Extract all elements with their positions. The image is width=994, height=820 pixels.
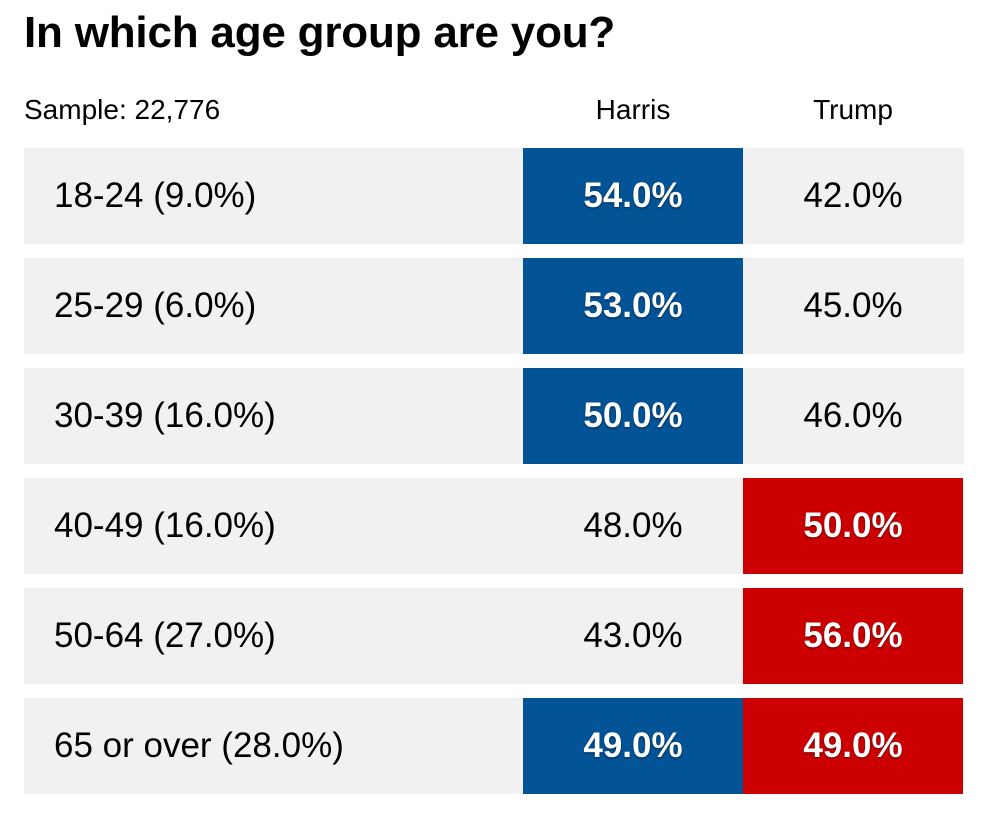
table-row: 40-49 (16.0%) 48.0% 50.0% xyxy=(24,478,964,574)
trump-value-cell: 46.0% xyxy=(803,396,903,435)
age-group-label: 50-64 (27.0%) xyxy=(54,616,276,655)
table-row: 18-24 (9.0%) 54.0% 42.0% xyxy=(24,148,964,244)
age-group-label: 65 or over (28.0%) xyxy=(54,726,344,765)
harris-value-cell: 48.0% xyxy=(583,506,683,545)
trump-value-cell: 56.0% xyxy=(743,588,963,684)
table-row: 25-29 (6.0%) 53.0% 45.0% xyxy=(24,258,964,354)
harris-value-cell: 43.0% xyxy=(583,616,683,655)
trump-value-cell: 45.0% xyxy=(803,286,903,325)
age-group-label: 25-29 (6.0%) xyxy=(54,286,257,325)
column-header-trump: Trump xyxy=(813,94,893,125)
age-group-label: 18-24 (9.0%) xyxy=(54,176,257,215)
table-row: 50-64 (27.0%) 43.0% 56.0% xyxy=(24,588,964,684)
table-row: 30-39 (16.0%) 50.0% 46.0% xyxy=(24,368,964,464)
sample-size-label: Sample: 22,776 xyxy=(24,94,221,125)
harris-value-cell: 50.0% xyxy=(523,368,743,464)
trump-value-cell: 42.0% xyxy=(803,176,903,215)
trump-value-cell: 49.0% xyxy=(743,698,963,794)
chart-title: In which age group are you? xyxy=(24,8,616,57)
column-header-harris: Harris xyxy=(595,94,671,125)
harris-value-cell: 53.0% xyxy=(523,258,743,354)
harris-value-cell: 54.0% xyxy=(523,148,743,244)
table-header: Sample: 22,776 Harris Trump xyxy=(24,94,964,130)
harris-value-cell: 49.0% xyxy=(523,698,743,794)
age-group-label: 40-49 (16.0%) xyxy=(54,506,276,545)
table-row: 65 or over (28.0%) 49.0% 49.0% xyxy=(24,698,964,794)
trump-value-cell: 50.0% xyxy=(743,478,963,574)
age-group-label: 30-39 (16.0%) xyxy=(54,396,276,435)
